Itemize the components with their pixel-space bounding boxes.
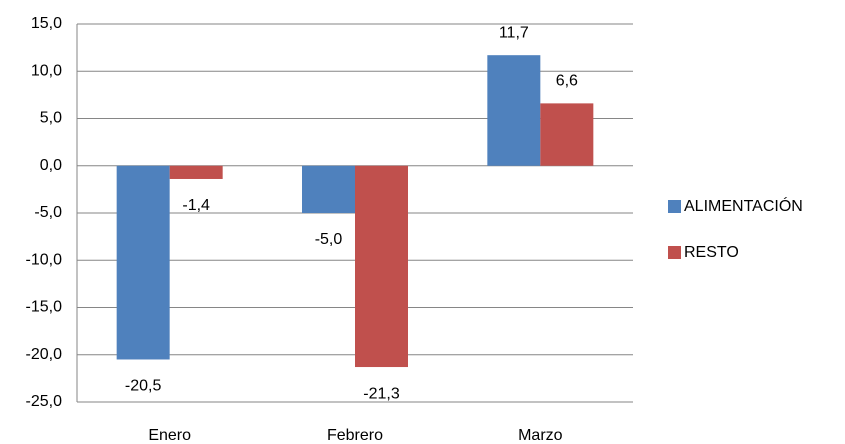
value-label: -21,3 bbox=[363, 385, 400, 402]
bar bbox=[540, 103, 594, 166]
legend-swatch bbox=[668, 200, 681, 213]
y-tick-label: -15,0 bbox=[26, 299, 63, 316]
y-tick-label: -25,0 bbox=[26, 393, 63, 410]
y-tick-label: 0,0 bbox=[40, 157, 62, 174]
y-tick-label: -20,0 bbox=[26, 346, 63, 363]
value-label: 6,6 bbox=[556, 73, 578, 90]
bar bbox=[355, 165, 408, 368]
legend-label: RESTO bbox=[684, 244, 739, 261]
x-tick-label: Enero bbox=[148, 427, 191, 444]
y-tick-label: 15,0 bbox=[31, 15, 62, 32]
value-label: -20,5 bbox=[125, 378, 162, 395]
x-tick-label: Febrero bbox=[327, 427, 383, 444]
legend-label: ALIMENTACIÓN bbox=[684, 196, 803, 215]
value-label: -1,4 bbox=[182, 197, 210, 214]
bar bbox=[302, 165, 355, 213]
value-label: 11,7 bbox=[499, 24, 529, 41]
legend-swatch bbox=[668, 246, 681, 259]
value-label: -5,0 bbox=[315, 231, 343, 248]
y-tick-label: -10,0 bbox=[26, 251, 63, 268]
y-tick-label: -5,0 bbox=[34, 204, 62, 221]
x-tick-label: Marzo bbox=[518, 427, 563, 444]
bar bbox=[487, 55, 541, 166]
bar bbox=[116, 165, 170, 360]
y-tick-label: 5,0 bbox=[40, 110, 62, 127]
y-tick-label: 10,0 bbox=[31, 62, 62, 79]
bar bbox=[169, 165, 223, 179]
